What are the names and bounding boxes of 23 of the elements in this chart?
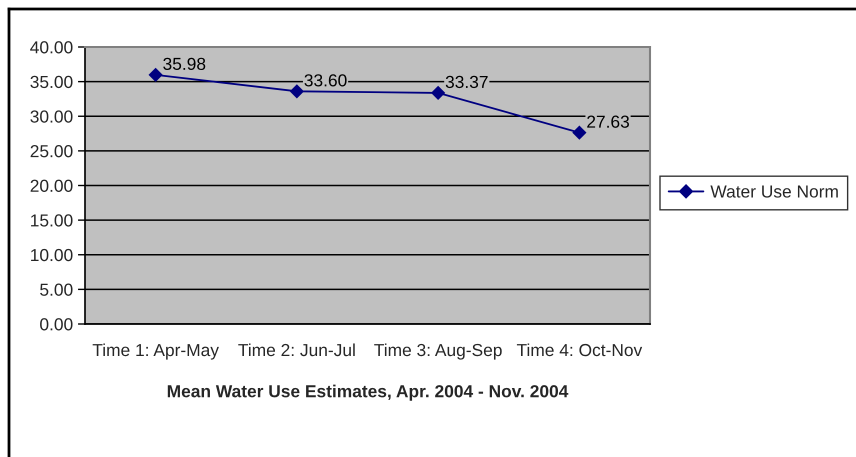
y-tick-label: 10.00 [31,248,73,262]
data-label: 35.98 [163,58,206,70]
data-label: 27.63 [587,116,629,128]
x-tick-label: Time 3: Aug-Sep [374,343,502,360]
point [572,126,586,140]
y-tick-label: 25.00 [30,145,73,158]
y-tick-label: 30.00 [30,110,73,123]
y-tick-label: 15.00 [31,214,73,227]
y-tick-label: 20.00 [30,180,73,192]
y-tick-label: 35.00 [30,76,73,88]
x-tick-label: Time 4: Oct-Nov [516,343,642,356]
y-tick-label: 5.00 [40,284,73,296]
x-tick-label: Time 2: Jun-Jul [238,343,355,356]
point [290,84,304,98]
y-tick-label: 0.00 [40,318,73,330]
data-label: 33.60 [304,74,347,86]
point [148,68,163,82]
x-tick-label: Time 1: Apr-May [92,343,219,360]
y-tick-label: 40.00 [30,41,73,54]
legend-label: Water Use Norm [710,186,838,198]
x-axis-title: Mean Water Use Estimates, Apr. 2004 - Nov. 2004 [168,384,568,401]
point [431,86,446,100]
data-label: 33.37 [446,76,488,88]
